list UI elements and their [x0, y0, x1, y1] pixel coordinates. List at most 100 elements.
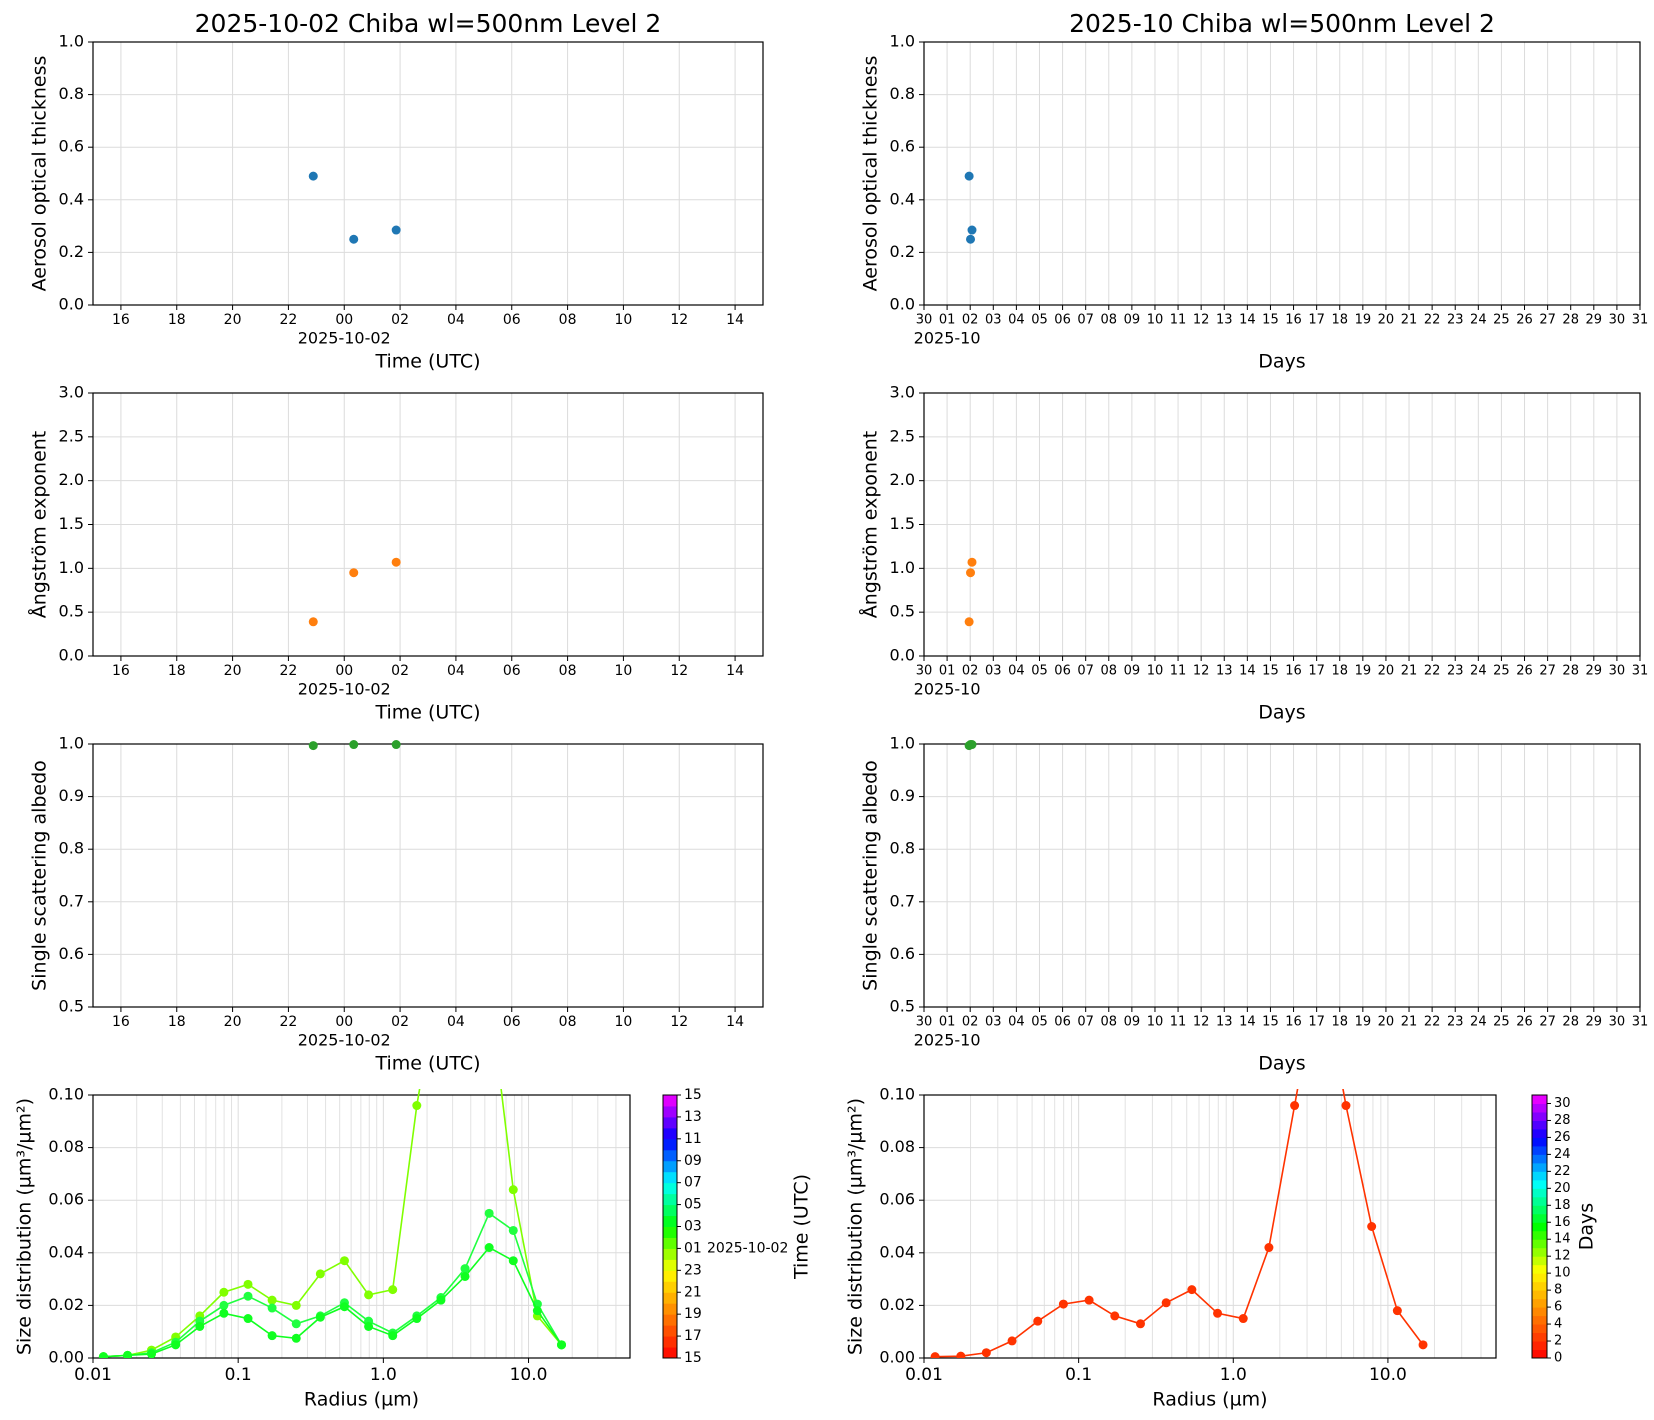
- colorbar-tick-label: 07: [684, 1175, 702, 1191]
- data-layer: [930, 1089, 1428, 1358]
- point: [966, 568, 976, 578]
- point: [339, 1302, 349, 1312]
- y-axis-label: Ångström exponent: [28, 431, 51, 619]
- x-tick-label: 28: [1562, 664, 1579, 679]
- x-tick-label: 08: [1101, 313, 1118, 328]
- y-tick-label: 0.02: [48, 1295, 84, 1314]
- colorbar-tick-label: 15: [684, 1087, 702, 1103]
- x-tick-label: 02: [962, 664, 979, 679]
- colorbar-band: [663, 1095, 677, 1107]
- colorbar-band: [663, 1237, 677, 1249]
- point: [1367, 1222, 1377, 1231]
- colorbar-band: [663, 1314, 677, 1326]
- point: [484, 1243, 494, 1253]
- colorbar-band: [663, 1127, 677, 1140]
- x-tick-label: 21: [1401, 664, 1418, 679]
- x-tick-label: 02: [391, 312, 409, 328]
- x-tick-label: 18: [1331, 664, 1348, 679]
- point: [291, 1319, 301, 1329]
- y-tick-label: 0.0: [59, 295, 84, 314]
- colorbar-band: [1532, 1145, 1547, 1155]
- y-tick-label: 0.7: [59, 891, 84, 910]
- x-tick-label: 04: [447, 312, 465, 328]
- colorbar-band: [663, 1149, 677, 1162]
- point: [219, 1300, 229, 1310]
- x-tick-label: 12: [1193, 664, 1210, 679]
- x-tick-label: 13: [1216, 664, 1233, 679]
- point: [123, 1350, 133, 1358]
- x-axis-label: Days: [1258, 702, 1305, 724]
- colorbar-tick-label: 12: [1554, 1249, 1571, 1264]
- plot-frame: [923, 41, 1641, 306]
- x-tick-label: 02: [962, 1015, 979, 1030]
- x-date-label: 2025-10-02: [298, 680, 391, 699]
- x-date-label: 2025-10-02: [298, 329, 391, 348]
- colorbar-tick-label: 05: [684, 1197, 702, 1213]
- y-tick-label: 0.04: [48, 1242, 84, 1261]
- colorbar-tick-label: 17: [684, 1328, 702, 1344]
- subplot: 0.0 0.5 1.0 1.5 2.0 2.5 3.0 30 01 02 03 04 05 06 07 08 0…: [859, 383, 1649, 724]
- y-tick-label: 0.4: [890, 189, 915, 208]
- point: [267, 1295, 277, 1305]
- x-tick-label: 21: [1401, 313, 1418, 328]
- colorbar-band: [1532, 1324, 1547, 1334]
- point: [460, 1264, 470, 1274]
- point: [243, 1291, 253, 1301]
- x-tick-label: 08: [1101, 1015, 1118, 1030]
- line: [103, 1089, 563, 1358]
- line: [103, 1212, 563, 1358]
- y-tick-label: 0.6: [59, 137, 84, 156]
- x-tick-label: 15: [1262, 313, 1279, 328]
- x-tick-label: 30: [916, 1015, 933, 1030]
- y-tick-label: 0.04: [879, 1242, 915, 1261]
- x-tick-label: 29: [1586, 1015, 1603, 1030]
- point: [1418, 1340, 1428, 1350]
- colorbar-band: [1532, 1162, 1547, 1172]
- colorbar-band: [1532, 1264, 1547, 1274]
- point: [967, 740, 977, 750]
- y-tick-label: 3.0: [890, 383, 915, 402]
- plot-frame: [923, 743, 1641, 1008]
- subplot: 0.5 0.6 0.7 0.8 0.9 1.0 30 01 02 03 04 05 06 07 08 09 10…: [860, 734, 1649, 1075]
- plot-frame: [92, 1094, 631, 1359]
- point: [964, 171, 974, 181]
- point: [391, 740, 401, 750]
- point: [243, 1279, 253, 1289]
- x-tick-label: 18: [1331, 1015, 1348, 1030]
- x-tick-label: 16: [112, 1014, 130, 1030]
- point: [956, 1351, 966, 1358]
- colorbar-band: [1532, 1256, 1547, 1266]
- colorbar-band: [1532, 1128, 1547, 1138]
- point: [508, 1225, 518, 1235]
- point: [219, 1287, 229, 1297]
- x-tick-label: 04: [1008, 1015, 1025, 1030]
- x-tick-label: 00: [335, 312, 353, 328]
- y-tick-label: 0.06: [879, 1190, 915, 1209]
- x-tick-label: 06: [1054, 313, 1071, 328]
- x-tick-label: 22: [280, 663, 298, 679]
- x-tick-label: 23: [1447, 664, 1464, 679]
- x-tick-label: 22: [1424, 313, 1441, 328]
- colorbar-tick-label: 15: [684, 1350, 702, 1366]
- x-tick-label: 04: [447, 1014, 465, 1030]
- plot-frame: [92, 41, 764, 306]
- x-axis-label: Time (UTC): [374, 702, 480, 724]
- point: [532, 1306, 542, 1316]
- x-tick-label: 24: [1470, 313, 1487, 328]
- point: [267, 1303, 277, 1313]
- y-tick-label: 0.8: [59, 84, 84, 103]
- point: [349, 568, 359, 578]
- y-tick-label: 0.10: [879, 1085, 915, 1104]
- x-tick-label: 18: [168, 1014, 186, 1030]
- point: [291, 1300, 301, 1310]
- x-tick-label: 08: [559, 1014, 577, 1030]
- point: [291, 1333, 301, 1343]
- colorbar-band: [663, 1226, 677, 1238]
- data-layer: [308, 557, 401, 627]
- colorbar-band: [663, 1204, 677, 1217]
- data-layer: [308, 740, 401, 751]
- x-tick-label: 16: [1285, 313, 1302, 328]
- x-tick-label: 03: [985, 1015, 1002, 1030]
- x-tick-label: 05: [1031, 313, 1048, 328]
- x-tick-label: 23: [1447, 313, 1464, 328]
